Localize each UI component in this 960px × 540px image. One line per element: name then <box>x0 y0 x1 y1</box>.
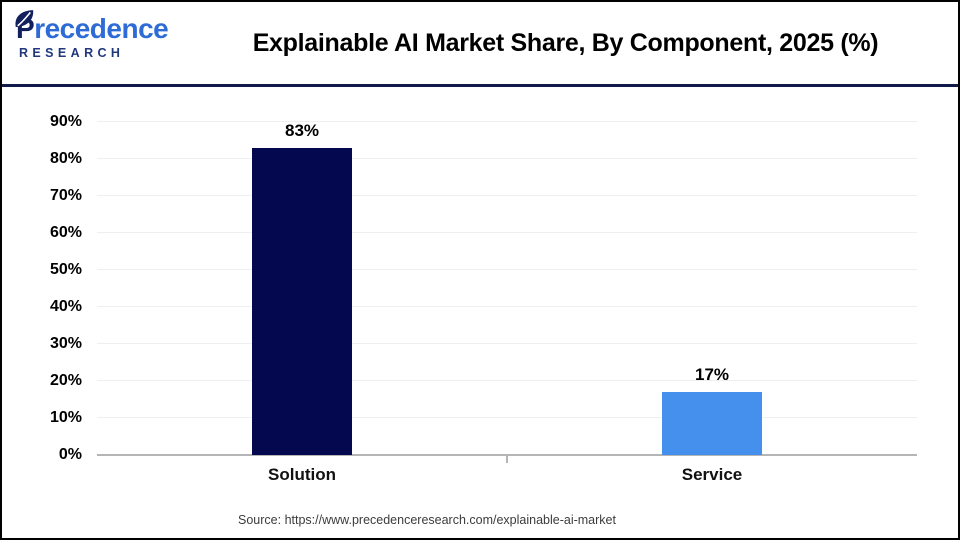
gridline <box>97 343 917 344</box>
gridline <box>97 380 917 382</box>
gridline <box>97 269 917 270</box>
y-axis-tick-label: 90% <box>49 113 82 130</box>
gridline <box>97 158 917 160</box>
gridline <box>97 232 917 233</box>
brand-logo: Precedence RESEARCH <box>15 10 186 60</box>
gridline <box>97 121 917 122</box>
y-axis-tick-label: 80% <box>49 150 82 168</box>
gridline <box>97 306 917 308</box>
x-category-label: Solution <box>268 465 336 484</box>
y-axis-tick-label: 10% <box>49 409 82 427</box>
x-axis-line <box>97 454 917 456</box>
gridline <box>97 195 917 196</box>
bar-solution <box>252 147 352 455</box>
y-axis-tick-label: 40% <box>49 298 82 316</box>
y-axis-tick-label: 70% <box>49 187 82 204</box>
y-axis-tick-label: 0% <box>58 446 82 463</box>
x-axis-tick <box>506 456 508 463</box>
chart-header: Precedence RESEARCH Explainable AI Marke… <box>2 2 958 84</box>
x-category-label: Service <box>681 465 743 484</box>
y-axis-tick-label: 20% <box>49 372 82 390</box>
leaf-icon <box>13 4 38 34</box>
y-axis-tick-label: 50% <box>49 261 82 278</box>
y-axis-tick-label: 60% <box>49 224 82 242</box>
y-axis: 0% 10% 20% 30% 40% 50% 60% 70% 80% 90% <box>2 113 82 463</box>
x-axis-labels: Solution Service <box>97 465 917 489</box>
source-text: Source: https://www.precedenceresearch.c… <box>238 513 616 527</box>
brand-subtitle: RESEARCH <box>19 46 125 60</box>
brand-wordmark: Precedence <box>15 10 186 44</box>
y-axis-tick-label: 30% <box>49 335 82 353</box>
gridline <box>97 417 917 419</box>
page-title: Explainable AI Market Share, By Componen… <box>252 28 879 57</box>
bar-value-label: 83% <box>284 120 320 140</box>
bar-value-label: 17% <box>694 365 730 385</box>
brand-rest: recedence <box>34 13 169 44</box>
plot-area: 83% 17% <box>97 120 917 463</box>
header-divider <box>2 84 958 87</box>
bar-service <box>662 392 762 455</box>
